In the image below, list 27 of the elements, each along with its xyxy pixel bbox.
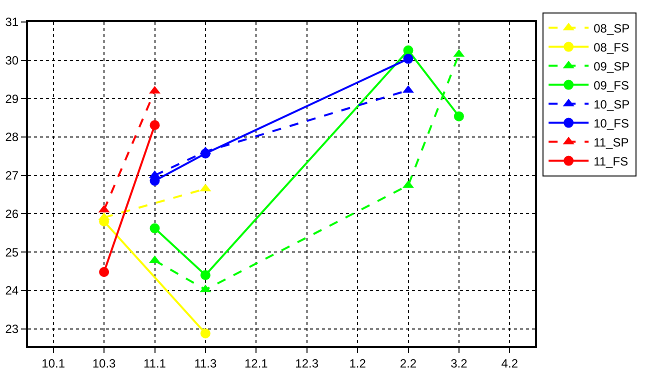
y-tick-label: 24 — [5, 284, 19, 298]
x-tick-label: 11.1 — [144, 356, 166, 370]
x-tick-label: 12.1 — [244, 356, 268, 370]
y-tick-label: 27 — [5, 168, 19, 183]
legend-label: 09_SP — [594, 59, 630, 74]
legend-label: 11_SP — [594, 135, 629, 150]
x-tick-label: 2.2 — [400, 356, 417, 370]
legend-label: 08_FS — [594, 40, 629, 54]
y-tick-label: 31 — [5, 15, 19, 30]
legend-label: 10_FS — [594, 116, 629, 130]
x-tick-label: 10.3 — [92, 356, 116, 370]
y-tick-label: 23 — [5, 322, 19, 336]
y-tick-label: 26 — [5, 206, 19, 221]
x-tick-label: 4.2 — [501, 356, 518, 370]
x-tick-label: 12.3 — [295, 356, 319, 370]
y-tick-label: 30 — [5, 54, 19, 68]
legend-label: 10_SP — [594, 97, 630, 112]
x-tick-label: 3.2 — [450, 356, 468, 370]
y-tick-label: 29 — [5, 92, 19, 106]
legend-label: 09_FS — [594, 78, 629, 92]
legend-label: 08_SP — [594, 21, 630, 36]
x-tick-label: 10.1 — [42, 356, 66, 370]
legend-label: 11_FS — [594, 154, 628, 168]
x-tick-label: 11.3 — [194, 356, 218, 370]
y-tick-label: 25 — [5, 245, 19, 260]
y-tick-label: 28 — [5, 130, 19, 144]
x-tick-label: 1.2 — [349, 356, 366, 370]
